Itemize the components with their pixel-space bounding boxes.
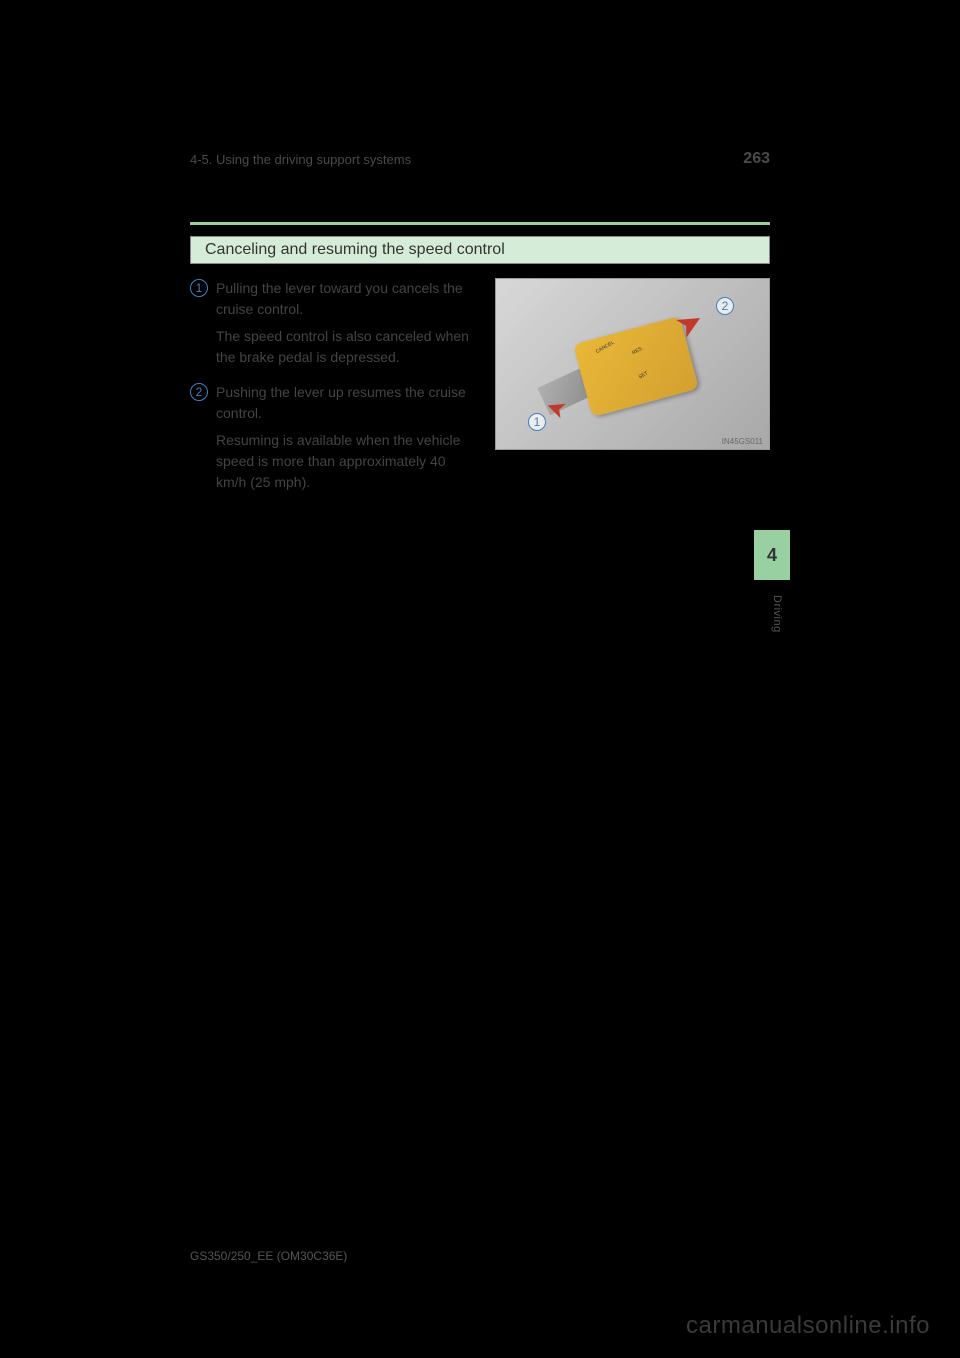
- item-number-2: 2: [190, 383, 208, 401]
- item-text-line: The speed control is also canceled when …: [216, 326, 479, 368]
- chapter-tab: 4: [754, 530, 790, 580]
- chapter-label: Driving: [771, 595, 783, 633]
- section-heading: Canceling and resuming the speed control: [190, 236, 770, 264]
- section-label: 4-5. Using the driving support systems: [190, 152, 411, 167]
- content-area: 1 Pulling the lever toward you cancels t…: [190, 278, 770, 507]
- watermark: carmanualsonline.info: [686, 1312, 930, 1340]
- lever-illustration: CANCEL RES SET ➤ ➤ 1 2 IN45GS011: [495, 278, 770, 450]
- page-header: 4-5. Using the driving support systems 2…: [190, 150, 770, 168]
- page-number: 263: [743, 150, 770, 168]
- item-text: Pushing the lever up resumes the cruise …: [216, 382, 479, 493]
- list-item: 1 Pulling the lever toward you cancels t…: [190, 278, 479, 368]
- item-text-line: Resuming is available when the vehicle s…: [216, 430, 479, 493]
- item-text-line: Pushing the lever up resumes the cruise …: [216, 382, 479, 424]
- image-caption: IN45GS011: [722, 437, 763, 446]
- item-text-line: Pulling the lever toward you cancels the…: [216, 278, 479, 320]
- lever-res-label: RES: [631, 346, 643, 356]
- lever-cancel-label: CANCEL: [595, 340, 616, 355]
- model-footer: GS350/250_EE (OM30C36E): [190, 1249, 347, 1263]
- item-text: Pulling the lever toward you cancels the…: [216, 278, 479, 368]
- lever-set-label: SET: [638, 370, 649, 380]
- divider-line: [190, 222, 770, 225]
- list-item: 2 Pushing the lever up resumes the cruis…: [190, 382, 479, 493]
- text-column: 1 Pulling the lever toward you cancels t…: [190, 278, 479, 507]
- callout-2: 2: [716, 297, 734, 315]
- item-number-1: 1: [190, 279, 208, 297]
- callout-1: 1: [528, 413, 546, 431]
